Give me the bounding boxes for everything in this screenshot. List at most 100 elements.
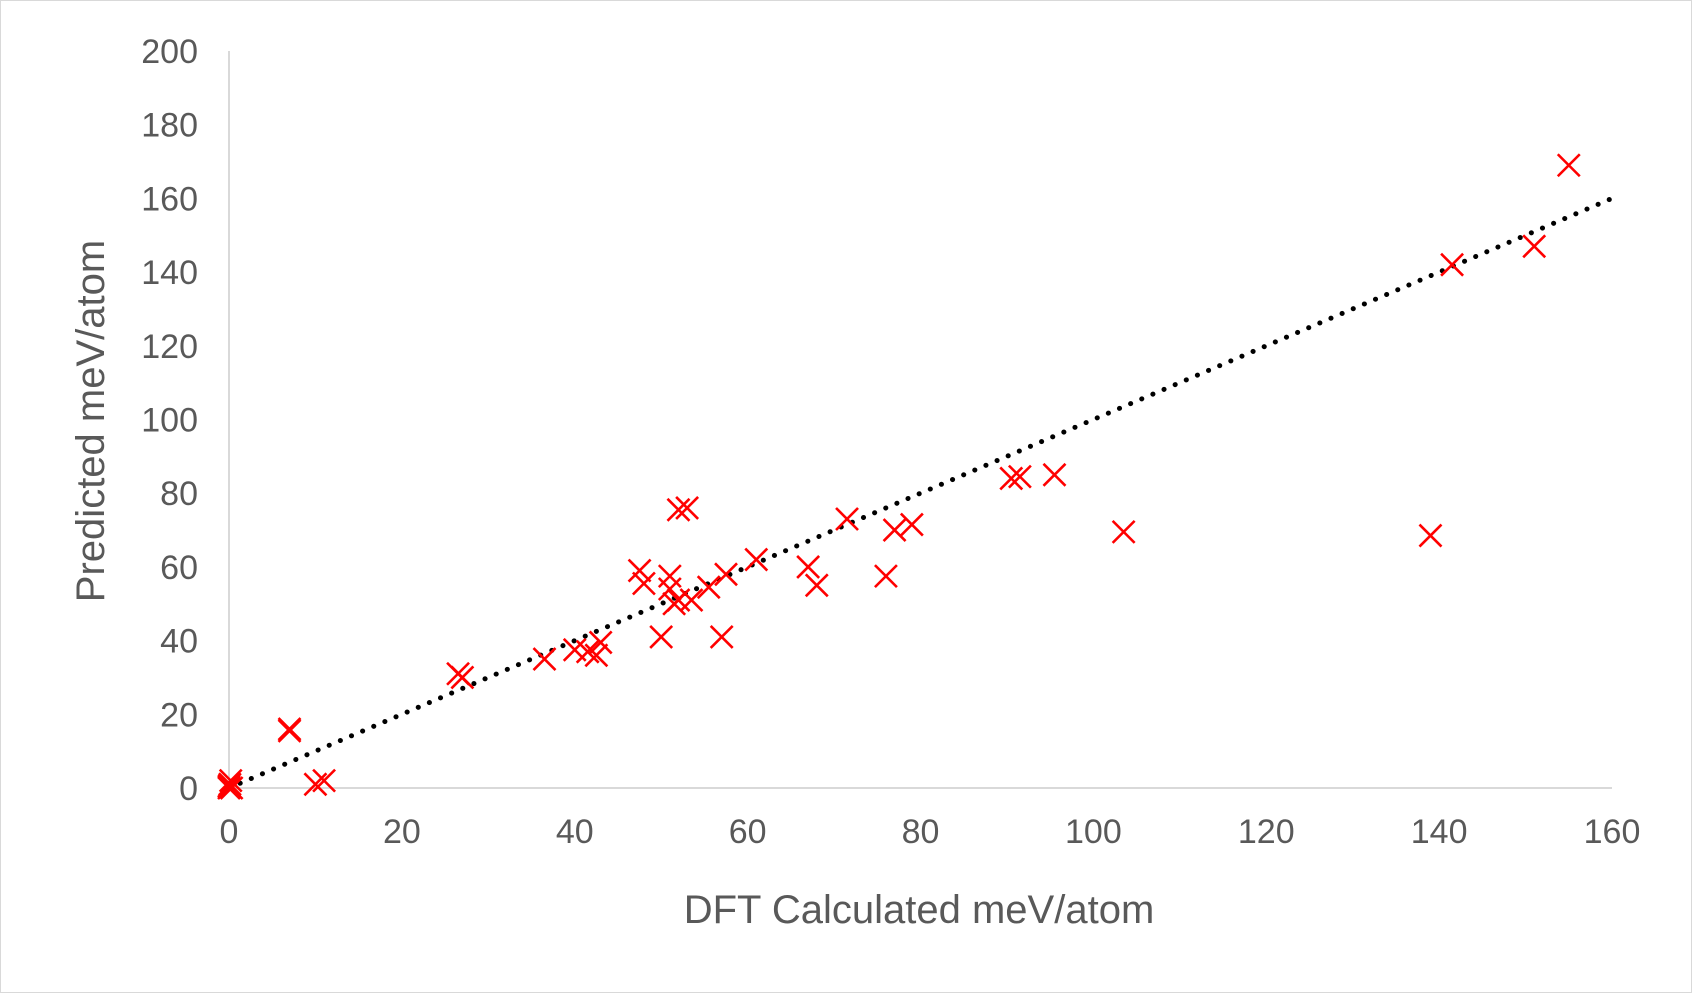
marker-stroke xyxy=(835,507,859,531)
marker-stroke xyxy=(1522,234,1547,259)
marker-stroke xyxy=(219,776,244,800)
data-point xyxy=(714,562,738,587)
x-tick-label: 20 xyxy=(383,813,421,851)
data-point xyxy=(835,507,859,531)
marker-stroke xyxy=(303,772,328,797)
x-tick-label: 140 xyxy=(1411,813,1468,851)
data-point xyxy=(1522,234,1547,259)
marker-stroke xyxy=(1111,519,1136,544)
data-point xyxy=(657,577,682,601)
data-point xyxy=(277,718,302,743)
marker-stroke xyxy=(649,624,674,649)
data-point xyxy=(1440,252,1465,277)
marker-stroke xyxy=(1440,252,1465,277)
data-point xyxy=(657,564,682,589)
data-point xyxy=(709,624,734,649)
y-axis-title: Predicted meV/atom xyxy=(69,240,113,602)
data-point xyxy=(1556,153,1581,178)
data-point xyxy=(899,512,924,537)
data-point xyxy=(796,554,821,579)
marker-stroke xyxy=(1007,464,1032,489)
marker-stroke xyxy=(657,577,682,601)
y-tick-label: 40 xyxy=(160,623,198,661)
y-tick-label: 80 xyxy=(160,475,198,513)
y-tick-label: 180 xyxy=(141,107,198,145)
data-point xyxy=(675,496,700,520)
y-tick-label: 200 xyxy=(141,33,198,71)
data-point xyxy=(631,571,656,596)
marker-stroke xyxy=(575,639,600,664)
y-tick-label: 160 xyxy=(141,180,198,218)
marker-stroke xyxy=(450,665,475,690)
y-tick-label: 20 xyxy=(160,696,198,734)
data-point xyxy=(303,772,328,797)
data-point xyxy=(649,624,674,649)
marker-stroke xyxy=(882,518,907,542)
data-point xyxy=(218,768,243,793)
marker-stroke xyxy=(627,558,652,583)
y-tick-label: 0 xyxy=(179,770,198,808)
data-point xyxy=(532,647,557,671)
x-tick-label: 80 xyxy=(902,813,940,851)
data-point xyxy=(217,776,241,800)
marker-stroke xyxy=(679,588,704,612)
marker-stroke xyxy=(796,554,821,579)
marker-stroke xyxy=(744,547,769,572)
data-point xyxy=(1042,462,1067,487)
data-point xyxy=(277,717,302,741)
marker-stroke xyxy=(696,575,721,600)
marker-stroke xyxy=(666,497,691,522)
marker-stroke xyxy=(999,466,1024,491)
marker-stroke xyxy=(709,624,734,649)
data-point xyxy=(696,575,721,600)
data-point xyxy=(575,639,600,664)
marker-stroke xyxy=(562,637,587,662)
data-point xyxy=(1111,519,1136,544)
marker-stroke xyxy=(1556,153,1581,178)
data-point xyxy=(312,768,337,793)
x-axis-title: DFT Calculated meV/atom xyxy=(684,888,1155,932)
marker-stroke xyxy=(631,571,656,596)
tick-labels: 0 20 40 60 80 100 120 140 160 0 20 40 60 80 100 120 140 1… xyxy=(141,33,1640,851)
data-point xyxy=(584,643,609,668)
data-point xyxy=(588,630,613,655)
y-tick-label: 140 xyxy=(141,254,198,292)
x-tick-label: 60 xyxy=(729,813,767,851)
trendline xyxy=(226,195,1615,791)
axes xyxy=(228,51,1612,789)
y-tick-label: 120 xyxy=(141,328,198,366)
y-tick-label: 60 xyxy=(160,549,198,587)
data-point xyxy=(874,564,898,589)
data-point xyxy=(219,776,244,800)
data-point xyxy=(627,558,652,583)
x-tick-label: 100 xyxy=(1065,813,1122,851)
x-tick-label: 0 xyxy=(220,813,239,851)
marker-stroke xyxy=(312,768,337,793)
marker-stroke xyxy=(588,630,613,655)
data-point xyxy=(804,573,829,598)
data-point xyxy=(666,497,691,522)
marker-stroke xyxy=(532,647,557,671)
x-tick-label: 120 xyxy=(1238,813,1295,851)
data-point xyxy=(450,665,475,690)
data-point xyxy=(1007,464,1032,489)
data-point xyxy=(744,547,769,572)
x-tick-label: 160 xyxy=(1584,813,1641,851)
marker-stroke xyxy=(584,643,609,668)
marker-stroke xyxy=(804,573,829,598)
marker-stroke xyxy=(1418,523,1443,548)
x-tick-label: 40 xyxy=(556,813,594,851)
data-point xyxy=(1418,523,1443,548)
marker-stroke xyxy=(874,564,898,589)
data-points xyxy=(217,153,1581,800)
data-point xyxy=(999,466,1024,491)
data-point xyxy=(679,588,704,612)
marker-stroke xyxy=(675,496,700,520)
marker-stroke xyxy=(277,718,302,743)
marker-stroke xyxy=(217,776,241,800)
marker-stroke xyxy=(1042,462,1067,487)
data-point xyxy=(882,518,907,542)
marker-stroke xyxy=(899,512,924,537)
